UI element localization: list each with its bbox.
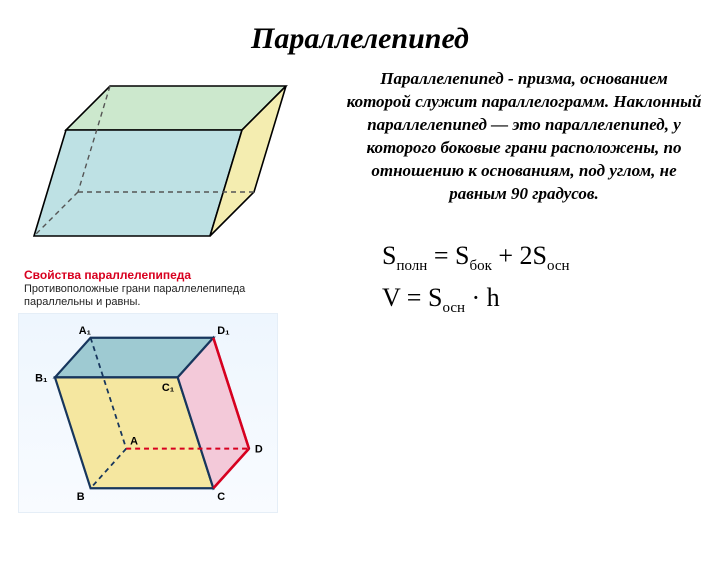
figure-2-header-red: Свойства параллелепипеда: [18, 264, 318, 283]
vertex-label: B: [77, 491, 85, 503]
vertex-label: C₁: [162, 383, 175, 395]
figure-2-header-sub: Противоположные грани параллелепипеда па…: [18, 283, 318, 313]
description-text: Параллелепипед - призма, основанием кото…: [346, 68, 702, 206]
vertex-label: D: [255, 444, 263, 456]
formula-surface-area: Sполн = Sбок + 2Sосн: [382, 236, 702, 278]
vertex-label: D₁: [217, 325, 230, 337]
figure-2: Свойства параллелепипеда Противоположные…: [18, 264, 318, 518]
vertex-label: C: [217, 491, 225, 503]
formula-block: Sполн = Sбок + 2Sосн V = Sосн · h: [346, 236, 702, 321]
formula-volume: V = Sосн · h: [382, 278, 702, 320]
vertex-label: A₁: [79, 325, 92, 337]
vertex-label: A: [130, 436, 138, 448]
right-column: Параллелепипед - призма, основанием кото…: [338, 68, 702, 518]
figure-1: [18, 68, 318, 258]
vertex-label: B₁: [35, 373, 48, 385]
content-row: Свойства параллелепипеда Противоположные…: [0, 56, 720, 518]
parallelepiped-icon: [18, 68, 318, 258]
labeled-parallelepiped-icon: A₁ D₁ B₁ C₁ A D B C: [18, 313, 278, 513]
left-column: Свойства параллелепипеда Противоположные…: [18, 68, 338, 518]
page-title: Параллелепипед: [0, 22, 720, 56]
